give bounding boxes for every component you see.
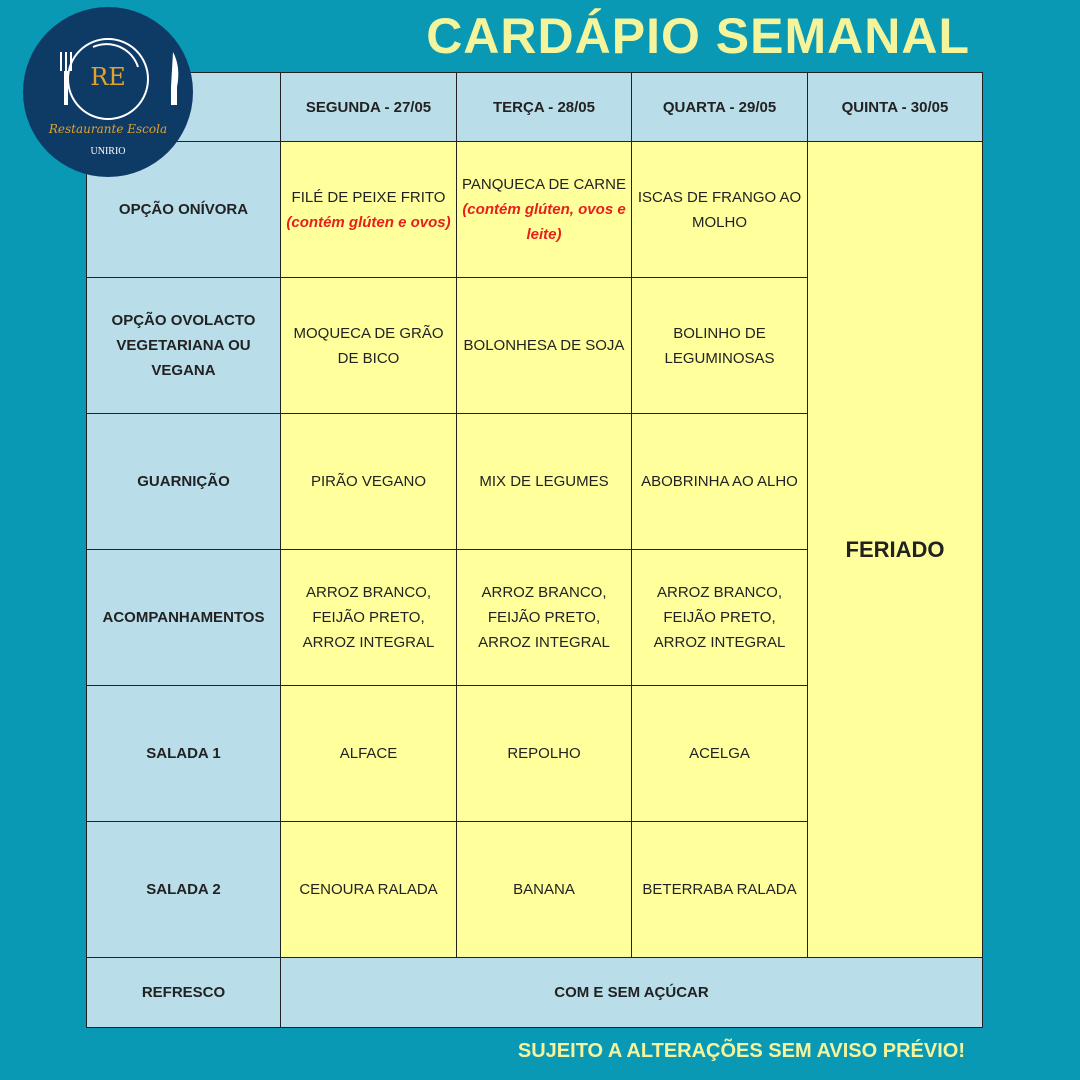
menu-cell: ARROZ BRANCO, FEIJÃO PRETO, ARROZ INTEGR… [280,549,457,686]
dish-name: PANQUECA DE CARNE [462,176,626,193]
table-row: OPÇÃO ONÍVORA FILÉ DE PEIXE FRITO (contém… [86,141,983,958]
menu-cell: REPOLHO [456,685,632,822]
refresco-row: REFRESCO COM E SEM AÇÚCAR [86,957,983,1028]
table-row: SALADA 1 ALFACE REPOLHO ACELGA [86,685,983,822]
row-label: SALADA 1 [86,685,281,822]
menu-cell: ACELGA [631,685,808,822]
menu-cell: MIX DE LEGUMES [456,413,632,550]
logo-name: Restaurante Escola [48,122,168,136]
menu-cell: CENOURA RALADA [280,821,457,958]
logo-initials: RE [90,63,126,91]
dish-name: FILÉ DE PEIXE FRITO [291,188,446,206]
allergen-note: (contém glúten e ovos) [286,213,451,231]
menu-cell: ISCAS DE FRANGO AO MOLHO [631,141,808,278]
menu-cell: ABOBRINHA AO ALHO [631,413,808,550]
menu-cell: BANANA [456,821,632,958]
disclaimer: SUJEITO A ALTERAÇÕES SEM AVISO PRÉVIO! [517,1040,965,1062]
logo-org: UNIRIO [90,146,126,157]
day-header: QUINTA - 30/05 [807,72,983,142]
table-row: SALADA 2 CENOURA RALADA BANANA BETERRABA… [86,821,983,958]
menu-cell: PIRÃO VEGANO [280,413,457,550]
menu-cell: PANQUECA DE CARNE (contém glúten, ovos e … [456,141,632,278]
menu-cell: BOLONHESA DE SOJA [456,277,632,414]
header-row: SEGUNDA - 27/05 TERÇA - 28/05 QUARTA - 2… [86,72,983,142]
row-label: REFRESCO [86,957,281,1028]
row-label: ACOMPANHAMENTOS [86,549,281,686]
menu-cell: ARROZ BRANCO, FEIJÃO PRETO, ARROZ INTEGR… [456,549,632,686]
restaurant-logo: RE Restaurante Escola UNIRIO [23,7,193,177]
day-header: QUARTA - 29/05 [631,72,808,142]
menu-cell: FILÉ DE PEIXE FRITO (contém glúten e ovos… [280,141,457,278]
holiday-cell: FERIADO [807,141,983,958]
menu-cell: MOQUECA DE GRÃO DE BICO [280,277,457,414]
row-label: OPÇÃO OVOLACTO VEGETARIANA OU VEGANA [86,277,281,414]
menu-cell: ALFACE [280,685,457,822]
table-row: ACOMPANHAMENTOS ARROZ BRANCO, FEIJÃO PRE… [86,549,983,686]
plate-cutlery-icon [60,38,179,120]
menu-cell: BOLINHO DE LEGUMINOSAS [631,277,808,414]
allergen-note: (contém glúten, ovos e leite) [462,201,626,243]
row-label: SALADA 2 [86,821,281,958]
table-row: OPÇÃO OVOLACTO VEGETARIANA OU VEGANA MOQ… [86,277,983,414]
row-label: OPÇÃO ONÍVORA [86,141,281,278]
day-header: SEGUNDA - 27/05 [280,72,457,142]
day-header: TERÇA - 28/05 [456,72,632,142]
table-row: GUARNIÇÃO PIRÃO VEGANO MIX DE LEGUMES AB… [86,413,983,550]
menu-cell: BETERRABA RALADA [631,821,808,958]
refresco-value: COM E SEM AÇÚCAR [280,957,983,1028]
menu-table: SEGUNDA - 27/05 TERÇA - 28/05 QUARTA - 2… [86,72,983,1028]
page-title: CARDÁPIO SEMANAL [426,8,970,64]
menu-cell: ARROZ BRANCO, FEIJÃO PRETO, ARROZ INTEGR… [631,549,808,686]
row-label: GUARNIÇÃO [86,413,281,550]
